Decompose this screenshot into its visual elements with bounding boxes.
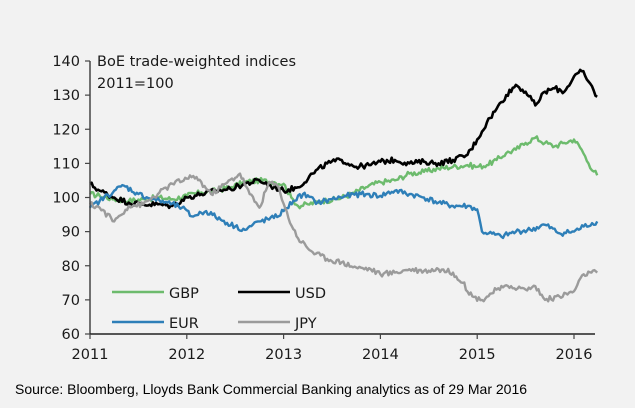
y-tick-label: 110 — [52, 156, 80, 172]
series-layer — [88, 68, 599, 303]
chart-title: BoE trade-weighted indices — [97, 54, 296, 70]
series-line-eur — [88, 183, 599, 240]
y-tick-label: 140 — [52, 54, 80, 70]
y-tick-label: 70 — [62, 293, 80, 309]
x-ticks: 2011 2012 2013 2014 2015 2016 — [72, 334, 593, 363]
series-line-jpy — [89, 172, 599, 303]
legend-label-eur: EUR — [169, 316, 199, 332]
x-tick-label: 2015 — [459, 347, 496, 363]
y-tick-label: 90 — [62, 225, 80, 241]
x-tick-label: 2016 — [556, 347, 593, 363]
x-tick-label: 2014 — [362, 347, 399, 363]
y-tick-label: 80 — [62, 259, 80, 275]
series-line-gbp — [89, 135, 599, 210]
y-tick-label: 130 — [52, 88, 80, 104]
legend-label-gbp: GBP — [169, 286, 199, 302]
source-note: Source: Bloomberg, Lloyds Bank Commercia… — [15, 381, 527, 397]
y-tick-label: 100 — [52, 191, 80, 207]
legend: GBP USD EUR JPY — [112, 286, 326, 332]
x-tick-label: 2012 — [168, 347, 205, 363]
chart-subtitle: 2011=100 — [97, 76, 174, 92]
x-tick-label: 2013 — [265, 347, 302, 363]
y-tick-label: 120 — [52, 122, 80, 138]
legend-label-jpy: JPY — [294, 316, 317, 332]
x-tick-label: 2011 — [72, 347, 109, 363]
legend-label-usd: USD — [295, 286, 326, 302]
y-ticks: 60 70 80 90 100 110 120 130 140 — [52, 54, 90, 343]
y-tick-label: 60 — [62, 327, 80, 343]
